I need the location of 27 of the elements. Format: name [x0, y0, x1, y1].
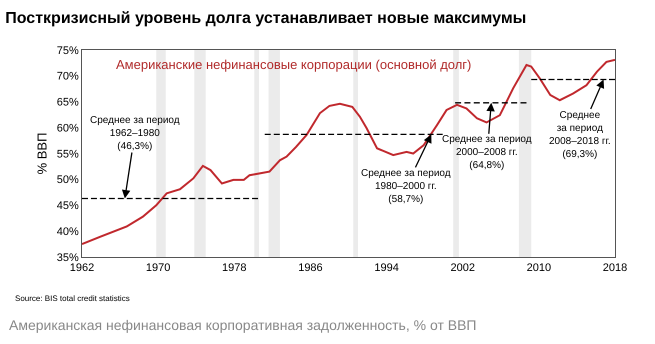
y-tick-label: 65% — [56, 96, 80, 109]
annotation: Среднее за период 1980–2000 гг. (58,7%) — [361, 168, 451, 205]
x-tick-label: 1970 — [146, 262, 170, 274]
annotation: Среднее за период 1962–1980 (46,3%) — [90, 115, 180, 152]
y-tick-label: 40% — [56, 226, 80, 238]
y-tick-label: 75% — [56, 44, 80, 57]
annotation: Среднее за период 2008–2018 гг. (69,3%) — [549, 110, 611, 160]
x-tick-label: 1978 — [222, 262, 247, 274]
x-tick-label: 1962 — [70, 262, 94, 274]
y-tick-label: 70% — [56, 70, 80, 83]
x-tick-label: 1986 — [298, 262, 323, 274]
y-tick-label: 55% — [56, 148, 80, 160]
x-tick-label: 2010 — [526, 262, 552, 274]
y-tick-label: 50% — [56, 174, 80, 186]
y-tick-label: 35% — [56, 252, 80, 264]
x-tick-label: 1994 — [374, 262, 399, 274]
y-tick-label: 45% — [56, 200, 80, 212]
line-series — [82, 58, 615, 246]
chart-title: Посткризисный уровень долга устанавливает новые максимумы — [5, 10, 526, 27]
text: Американская нефинансовая корпоративная задолженность, % от ВВП — [9, 317, 476, 333]
y-tick-label: 60% — [56, 122, 80, 134]
y-axis-title: % ВВП — [34, 132, 50, 174]
annotation: Американские нефинансовые корпорации (основной долг) — [116, 57, 472, 72]
x-tick-label: 2018 — [602, 262, 628, 274]
source-note: Source: BIS total credit statistics — [15, 294, 130, 303]
x-tick-label: 2002 — [450, 262, 475, 274]
annotation: Среднее за период 2000–2008 гг. (64,8%) — [442, 134, 532, 171]
